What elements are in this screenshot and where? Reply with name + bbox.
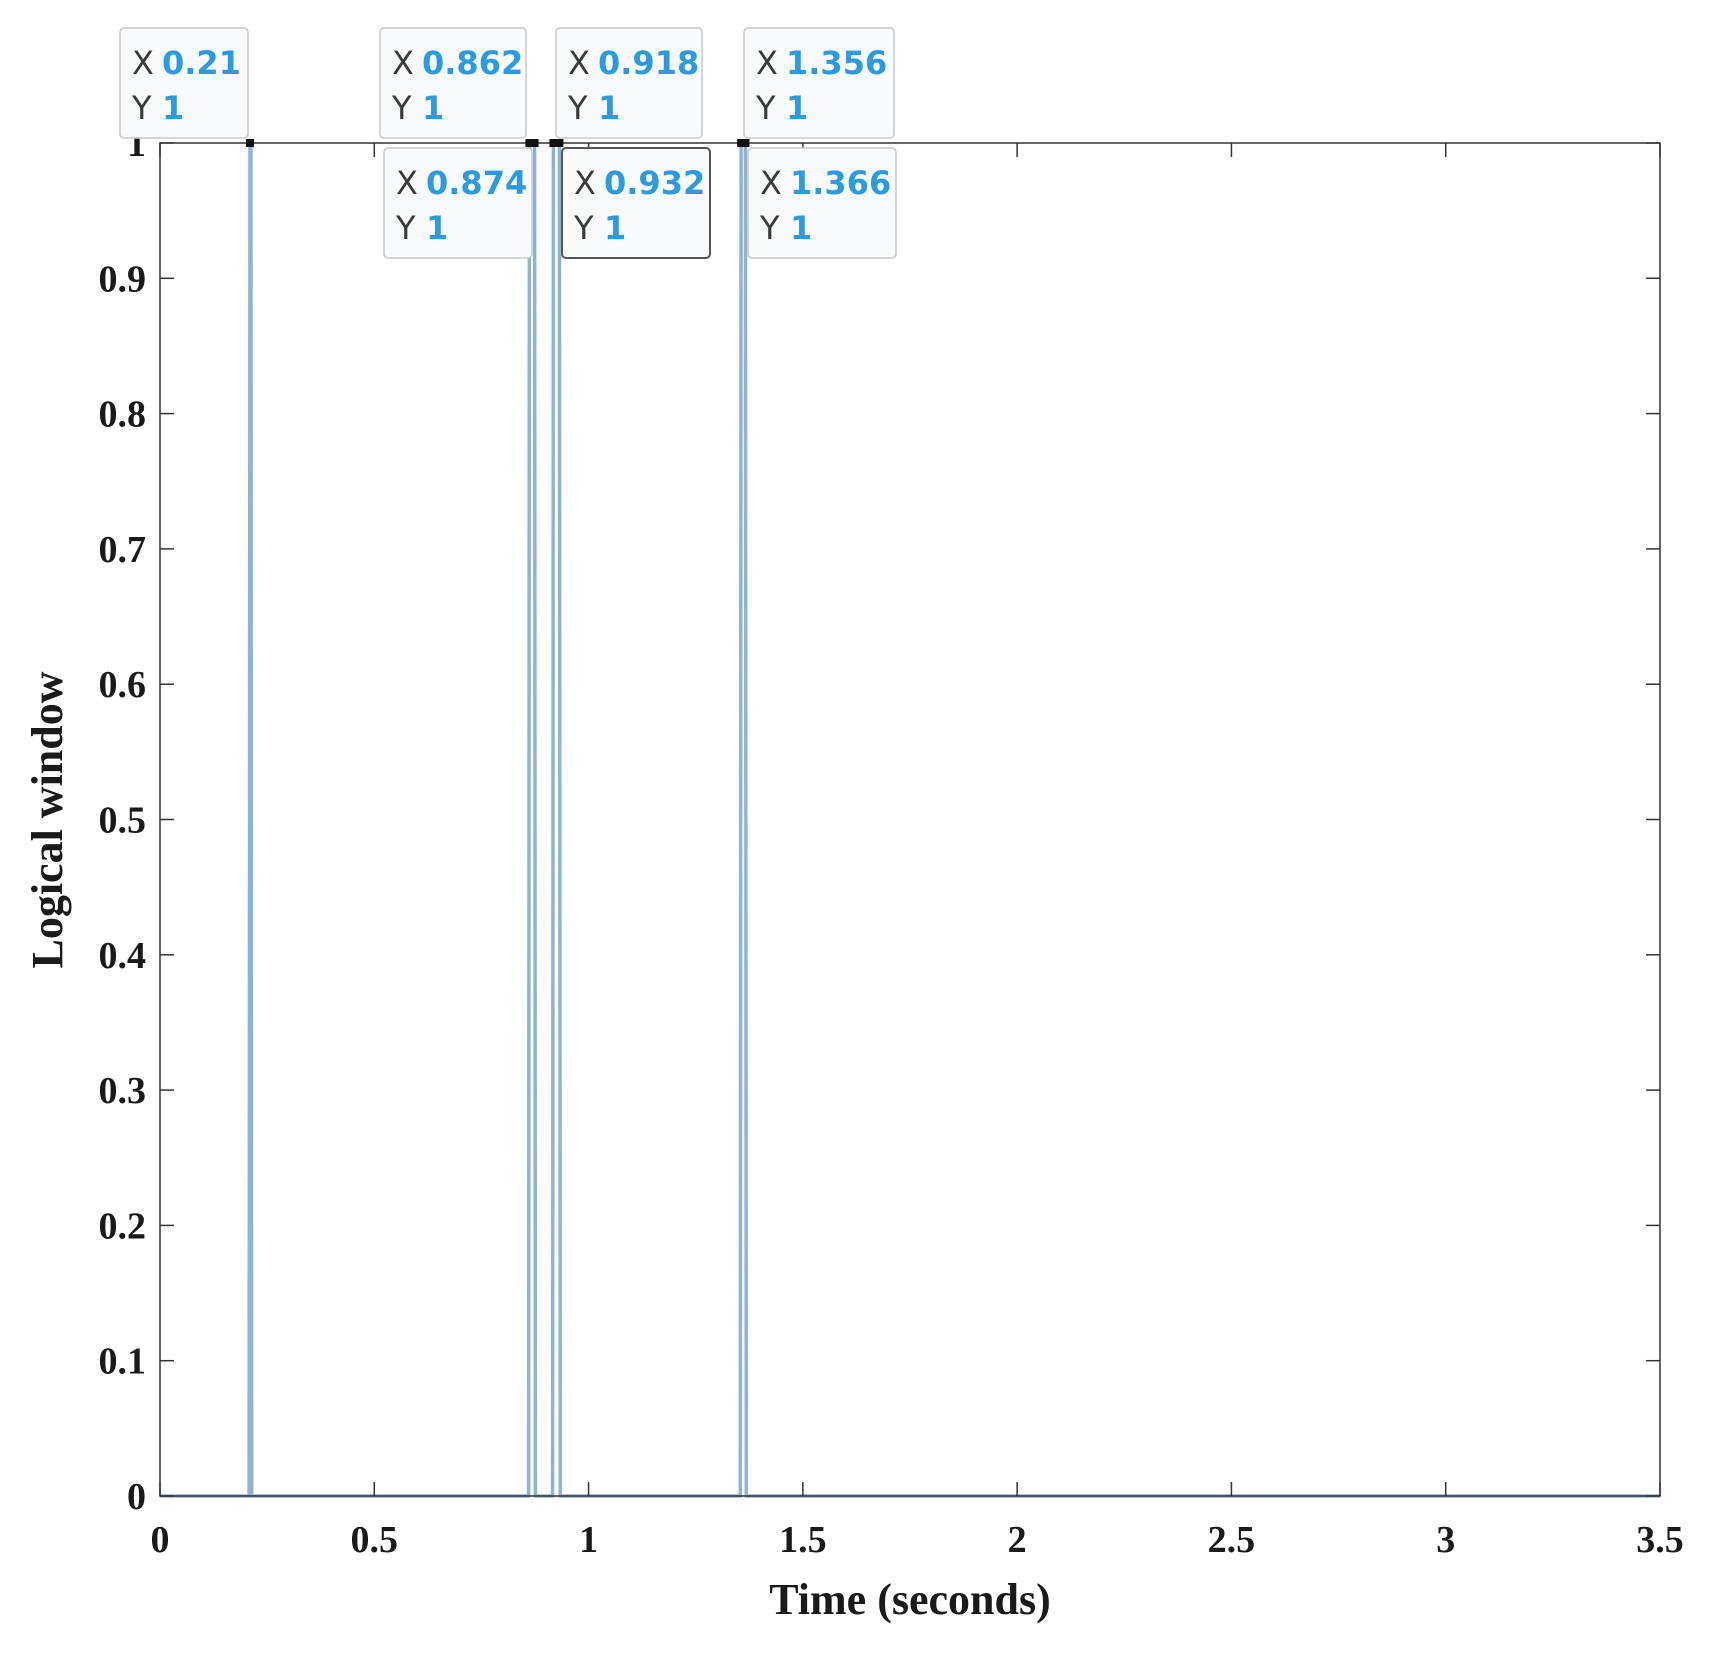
datatip-y-key: Y [573, 209, 594, 247]
datatip-box[interactable]: X 1.366 Y 1 [747, 147, 897, 259]
datatip-y-key: Y [131, 89, 152, 127]
datatip-marker[interactable] [525, 139, 534, 147]
datatip-box[interactable]: X 0.874 Y 1 [383, 147, 533, 259]
datatip-y-key: Y [759, 209, 780, 247]
x-tick-label: 1 [579, 1519, 598, 1561]
y-tick-label: 0.2 [99, 1205, 147, 1247]
datatip-box[interactable]: X 0.21 Y 1 [119, 27, 249, 139]
y-tick-label: 0.6 [99, 664, 147, 706]
datatip-x-key: X [132, 44, 154, 82]
datatip-x-key: X [756, 44, 778, 82]
datatip-x-key: X [574, 164, 596, 202]
datatip-y-value: 1 [422, 89, 444, 127]
y-tick-label: 0.3 [99, 1070, 147, 1112]
datatip-marker[interactable] [549, 139, 558, 147]
y-tick-label: 0.8 [99, 394, 147, 436]
y-tick-label: 0.7 [99, 529, 147, 571]
datatip-x-key: X [396, 164, 418, 202]
datatip-y-value: 1 [162, 89, 184, 127]
datatip-y-value: 1 [604, 209, 626, 247]
x-tick-label: 2.5 [1208, 1519, 1256, 1561]
datatip-x-key: X [760, 164, 782, 202]
datatip-y-key: Y [391, 89, 412, 127]
datatip-x-value: 1.366 [790, 164, 891, 202]
x-tick-label: 0.5 [351, 1519, 399, 1561]
y-tick-label: 0.4 [99, 935, 147, 977]
plot-area [160, 143, 1660, 1496]
datatip-x-key: X [568, 44, 590, 82]
y-tick-label: 0.9 [99, 258, 147, 300]
x-tick-label: 3 [1436, 1519, 1455, 1561]
datatip-x-key: X [392, 44, 414, 82]
x-tick-label: 2 [1008, 1519, 1027, 1561]
datatip-marker[interactable] [737, 139, 746, 147]
datatip-box[interactable]: X 0.932 Y 1 [561, 147, 711, 259]
datatip-x-value: 0.874 [426, 164, 527, 202]
datatip-y-value: 1 [426, 209, 448, 247]
datatip-y-key: Y [755, 89, 776, 127]
y-axis-title: Logical window [23, 671, 72, 968]
datatip-x-value: 0.932 [604, 164, 705, 202]
datatip-x-value: 0.918 [598, 44, 699, 82]
datatip-y-value: 1 [598, 89, 620, 127]
x-tick-label: 3.5 [1636, 1519, 1684, 1561]
x-tick-label: 0 [151, 1519, 170, 1561]
datatip-x-value: 0.21 [162, 44, 241, 82]
datatip-x-value: 0.862 [422, 44, 523, 82]
y-tick-label: 0 [127, 1476, 146, 1518]
datatip-box[interactable]: X 0.918 Y 1 [555, 27, 703, 139]
datatip-y-value: 1 [790, 209, 812, 247]
datatip-box[interactable]: X 0.862 Y 1 [379, 27, 527, 139]
datatip-x-value: 1.356 [786, 44, 887, 82]
datatip-marker[interactable] [741, 139, 750, 147]
datatip-y-key: Y [567, 89, 588, 127]
x-axis-title: Time (seconds) [769, 1575, 1051, 1624]
x-tick-label: 1.5 [779, 1519, 827, 1561]
y-tick-label: 0.5 [99, 800, 147, 842]
datatip-marker[interactable] [530, 139, 539, 147]
datatip-y-value: 1 [786, 89, 808, 127]
datatip-box[interactable]: X 1.356 Y 1 [743, 27, 895, 139]
datatip-marker[interactable] [246, 139, 254, 147]
datatip-y-key: Y [395, 209, 416, 247]
datatip-marker[interactable] [555, 139, 564, 147]
y-tick-label: 0.1 [99, 1341, 147, 1383]
